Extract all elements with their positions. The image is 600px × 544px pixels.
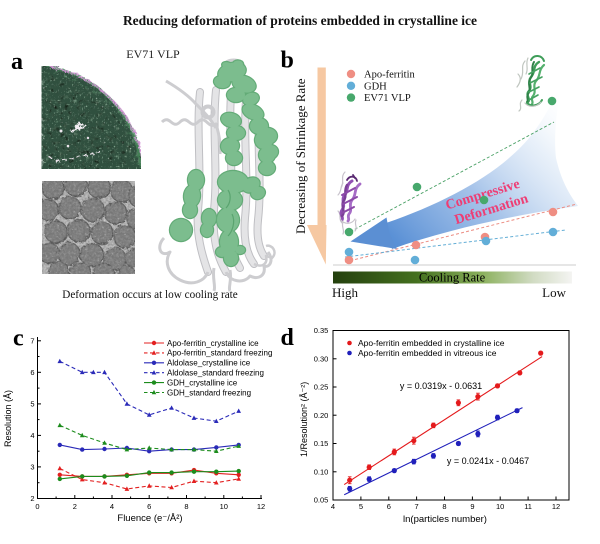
svg-text:10: 10 — [220, 502, 228, 511]
svg-text:EV71 VLP: EV71 VLP — [364, 93, 411, 104]
svg-text:7: 7 — [30, 336, 34, 345]
svg-text:Apo-ferritin: Apo-ferritin — [364, 70, 415, 81]
svg-text:0.35: 0.35 — [314, 326, 329, 335]
svg-text:0.30: 0.30 — [314, 354, 329, 363]
svg-text:b: b — [281, 48, 294, 74]
svg-text:12: 12 — [552, 502, 560, 511]
svg-text:GDH_crystalline ice: GDH_crystalline ice — [167, 378, 238, 387]
svg-text:a: a — [11, 49, 23, 75]
svg-text:9: 9 — [470, 502, 474, 511]
svg-text:10: 10 — [496, 502, 504, 511]
svg-text:6: 6 — [387, 502, 391, 511]
svg-text:Resolution (Å): Resolution (Å) — [3, 390, 13, 447]
svg-text:8: 8 — [184, 502, 188, 511]
svg-text:Decreasing of Shrinkage Rate: Decreasing of Shrinkage Rate — [293, 78, 308, 234]
svg-text:0.15: 0.15 — [314, 439, 329, 448]
svg-text:0.05: 0.05 — [314, 496, 329, 505]
svg-text:Low: Low — [542, 285, 566, 300]
svg-text:c: c — [13, 325, 24, 351]
svg-text:Apo-ferritin embedded in vitre: Apo-ferritin embedded in vitreous ice — [358, 348, 497, 358]
svg-text:Fluence (e⁻/Å²): Fluence (e⁻/Å²) — [117, 513, 182, 524]
svg-text:0: 0 — [35, 502, 39, 511]
svg-text:y = 0.0241x - 0.0467: y = 0.0241x - 0.0467 — [447, 456, 529, 466]
svg-text:d: d — [281, 325, 295, 351]
svg-text:4: 4 — [30, 431, 34, 440]
svg-text:Cooling Rate: Cooling Rate — [419, 271, 486, 285]
svg-text:0.10: 0.10 — [314, 467, 329, 476]
svg-text:12: 12 — [257, 502, 265, 511]
svg-text:6: 6 — [30, 368, 34, 377]
svg-text:Reducing deformation of protei: Reducing deformation of proteins embedde… — [123, 13, 477, 28]
svg-text:6: 6 — [147, 502, 151, 511]
svg-text:ln(particles number): ln(particles number) — [403, 514, 487, 525]
svg-text:0.20: 0.20 — [314, 411, 329, 420]
svg-text:Apo-ferritin_crystalline ice: Apo-ferritin_crystalline ice — [167, 339, 259, 348]
svg-text:Aldolase_crystalline ice: Aldolase_crystalline ice — [167, 359, 251, 368]
svg-text:11: 11 — [524, 502, 532, 511]
svg-text:4: 4 — [331, 502, 335, 511]
svg-text:5: 5 — [359, 502, 363, 511]
svg-text:0.25: 0.25 — [314, 383, 329, 392]
svg-text:Deformation occurs at low cool: Deformation occurs at low cooling rate — [62, 289, 238, 301]
svg-text:GDH: GDH — [364, 81, 387, 92]
svg-text:7: 7 — [415, 502, 419, 511]
svg-text:5: 5 — [30, 400, 34, 409]
svg-text:GDH_standard freezing: GDH_standard freezing — [167, 388, 251, 397]
svg-text:Apo-ferritin_standard freezing: Apo-ferritin_standard freezing — [167, 349, 272, 358]
svg-text:y = 0.0319x - 0.0631: y = 0.0319x - 0.0631 — [400, 381, 482, 391]
svg-text:2: 2 — [30, 494, 34, 503]
svg-text:High: High — [332, 285, 359, 300]
svg-text:1/Resolution² (Å⁻²): 1/Resolution² (Å⁻²) — [299, 382, 309, 457]
svg-text:Aldolase_standard freezing: Aldolase_standard freezing — [167, 369, 264, 378]
svg-text:3: 3 — [30, 463, 34, 472]
svg-text:8: 8 — [442, 502, 446, 511]
svg-text:4: 4 — [110, 502, 114, 511]
svg-text:2: 2 — [73, 502, 77, 511]
svg-text:EV71 VLP: EV71 VLP — [126, 47, 180, 61]
svg-text:Apo-ferritin embedded in cryst: Apo-ferritin embedded in crystalline ice — [358, 338, 505, 348]
